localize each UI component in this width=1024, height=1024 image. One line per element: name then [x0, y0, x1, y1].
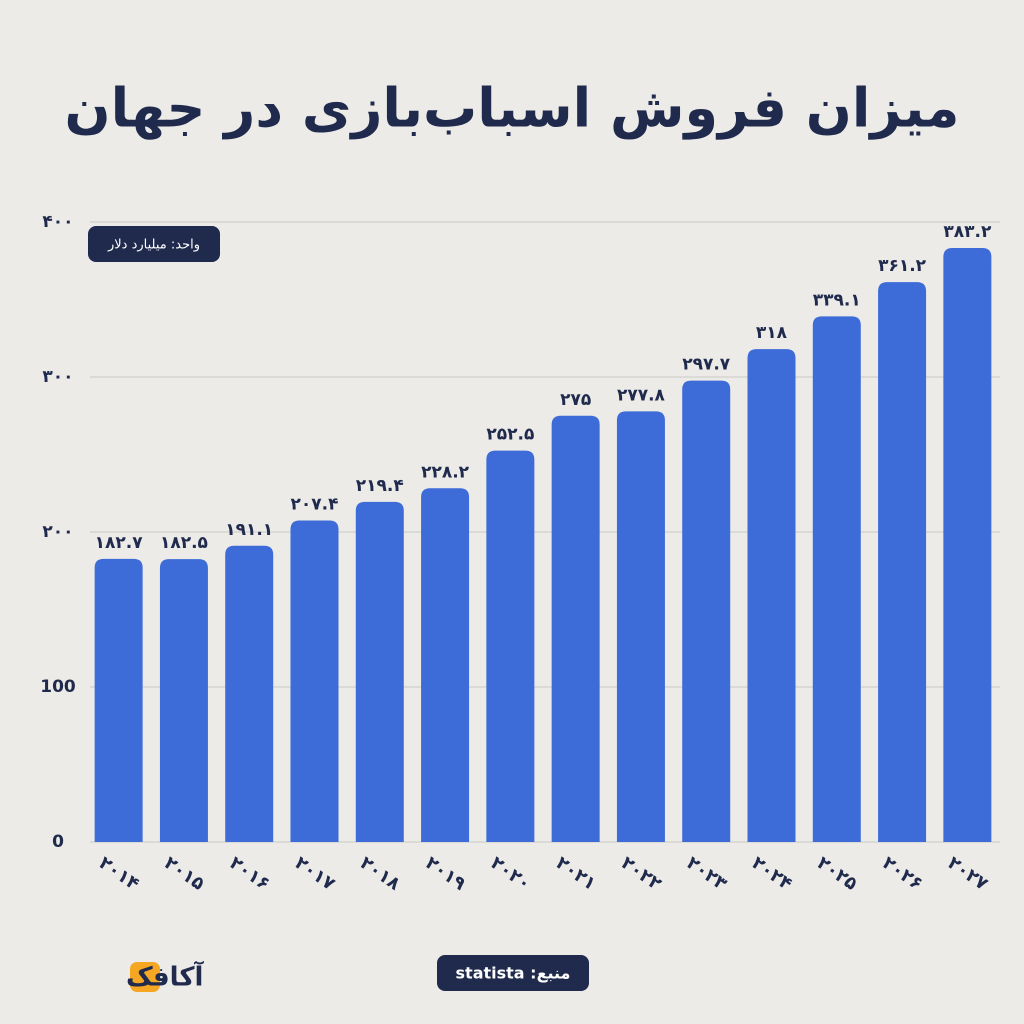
value-label: ۳۱۸: [756, 323, 788, 343]
value-label: ۲۵۲.۵: [486, 425, 534, 445]
bar: [159, 559, 208, 842]
unit-note: واحد: میلیارد دلار: [107, 238, 200, 253]
source-box: [437, 955, 589, 991]
value-label: ۱۹۱.۱: [225, 520, 273, 540]
bar: [94, 558, 143, 842]
value-label: ۲۷۵: [560, 390, 591, 410]
y-tick-label: 100: [40, 677, 76, 697]
value-label: ۲۷۷.۸: [617, 385, 666, 405]
value-label: ۳۶۱.۲: [878, 256, 927, 276]
y-tick-label: ۲۰۰: [42, 522, 73, 542]
plot: 0100۲۰۰۳۰۰۴۰۰۱۸۲.۷۲۰۱۴۱۸۲.۵۲۰۱۵۱۹۱.۱۲۰۱۶…: [40, 212, 1000, 895]
logo-icon: [130, 962, 160, 992]
bar: [290, 520, 339, 842]
y-tick-label: ۳۰۰: [42, 367, 73, 387]
bar: [747, 349, 796, 842]
bar: [878, 282, 927, 842]
y-tick-label: ۴۰۰: [42, 212, 73, 232]
value-label: ۲۹۷.۷: [682, 355, 731, 375]
value-label: ۲۱۹.۴: [356, 476, 404, 496]
unit-box: [88, 226, 220, 262]
y-tick-label: 0: [52, 832, 64, 852]
bar: [225, 545, 274, 842]
source: منبع: statista: [456, 964, 571, 983]
value-label: ۳۳۹.۱: [813, 290, 861, 310]
bar: [421, 488, 470, 842]
value-label: ۲۰۷.۴: [291, 495, 339, 515]
bar: [355, 501, 404, 842]
bar: [551, 415, 600, 842]
bar: [486, 450, 535, 842]
value-label: ۲۲۸.۲: [421, 462, 470, 482]
bar: [812, 316, 861, 842]
bar: [943, 248, 992, 843]
chart-title: میزان فروش اسباب‌بازی در جهان: [65, 77, 960, 140]
bar: [682, 380, 731, 842]
value-label: ۳۸۳.۲: [943, 222, 992, 242]
value-label: ۱۸۲.۷: [95, 533, 144, 553]
logo: آکافک: [126, 961, 205, 993]
value-label: ۱۸۲.۵: [160, 533, 208, 553]
bar: [616, 411, 665, 842]
